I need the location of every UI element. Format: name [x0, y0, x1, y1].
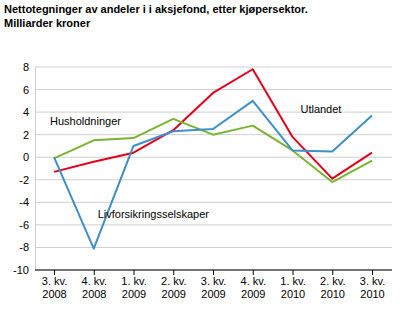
x-tick: 3. kv.2010: [360, 270, 385, 300]
x-tick: 3. kv.2008: [42, 270, 67, 300]
title: Nettotegninger av andeler i i aksjefond,…: [4, 3, 308, 15]
y-tick-label: -10: [13, 264, 29, 276]
subtitle: Milliarder kroner: [4, 17, 91, 29]
y-tick-label: 2: [23, 129, 29, 141]
y-tick: 0: [23, 151, 35, 163]
x-tick: 3. kv.2009: [201, 270, 226, 300]
x-tick-label: 4. kv.2009: [241, 275, 266, 300]
y-tick: 6: [23, 84, 35, 96]
x-tick: 2. kv.2010: [320, 270, 345, 300]
y-tick: -6: [19, 219, 35, 231]
series-label: Utlandet: [300, 103, 341, 115]
x-tick: 1. kv.2010: [280, 270, 305, 300]
x-axis: 3. kv.2008 4. kv.2008 1. kv.2009 2. kv.2009…: [35, 270, 392, 300]
y-tick: -10: [13, 264, 35, 276]
x-tick-label: 3. kv.2009: [201, 275, 226, 300]
grid: [35, 67, 392, 270]
y-tick: -4: [19, 196, 35, 208]
series-label: Livforsikringsselskaper: [98, 208, 210, 220]
x-tick-label: 3. kv.2010: [360, 275, 385, 300]
x-tick-label: 2. kv.2009: [161, 275, 186, 300]
x-tick-label: 3. kv.2008: [42, 275, 67, 300]
y-tick: -8: [19, 241, 35, 253]
y-tick: 8: [23, 61, 35, 73]
grid-line: [35, 247, 392, 248]
y-axis-line: [35, 68, 36, 271]
series-label: Husholdninger: [50, 115, 121, 127]
grid-line: [35, 67, 392, 68]
x-tick-label: 4. kv.2008: [82, 275, 107, 300]
lines: [54, 69, 372, 248]
grid-line: [35, 224, 392, 225]
x-tick: 1. kv.2009: [121, 270, 146, 300]
y-tick-label: 8: [23, 61, 29, 73]
grid-line: [35, 157, 392, 158]
x-tick: 2. kv.2009: [161, 270, 186, 300]
x-tick: 4. kv.2009: [241, 270, 266, 300]
y-tick: 4: [23, 106, 35, 118]
chart: Nettotegninger av andeler i i aksjefond,…: [0, 0, 400, 320]
grid-line: [35, 89, 392, 90]
x-tick-label: 1. kv.2009: [121, 275, 146, 300]
x-tick-label: 1. kv.2010: [280, 275, 305, 300]
y-tick-label: -4: [19, 196, 29, 208]
y-tick-label: -2: [19, 174, 29, 186]
y-tick-label: 6: [23, 84, 29, 96]
y-tick: -2: [19, 174, 35, 186]
y-tick: 2: [23, 129, 35, 141]
y-tick-label: -6: [19, 219, 29, 231]
grid-line: [35, 202, 392, 203]
x-tick-label: 2. kv.2010: [320, 275, 345, 300]
x-tick: 4. kv.2008: [82, 270, 107, 300]
y-tick-label: 4: [23, 106, 29, 118]
y-tick-label: -8: [19, 241, 29, 253]
y-tick-label: 0: [23, 151, 29, 163]
y-axis: -10 -8 -6 -4 -2 0 2 4 6 8: [13, 61, 35, 276]
